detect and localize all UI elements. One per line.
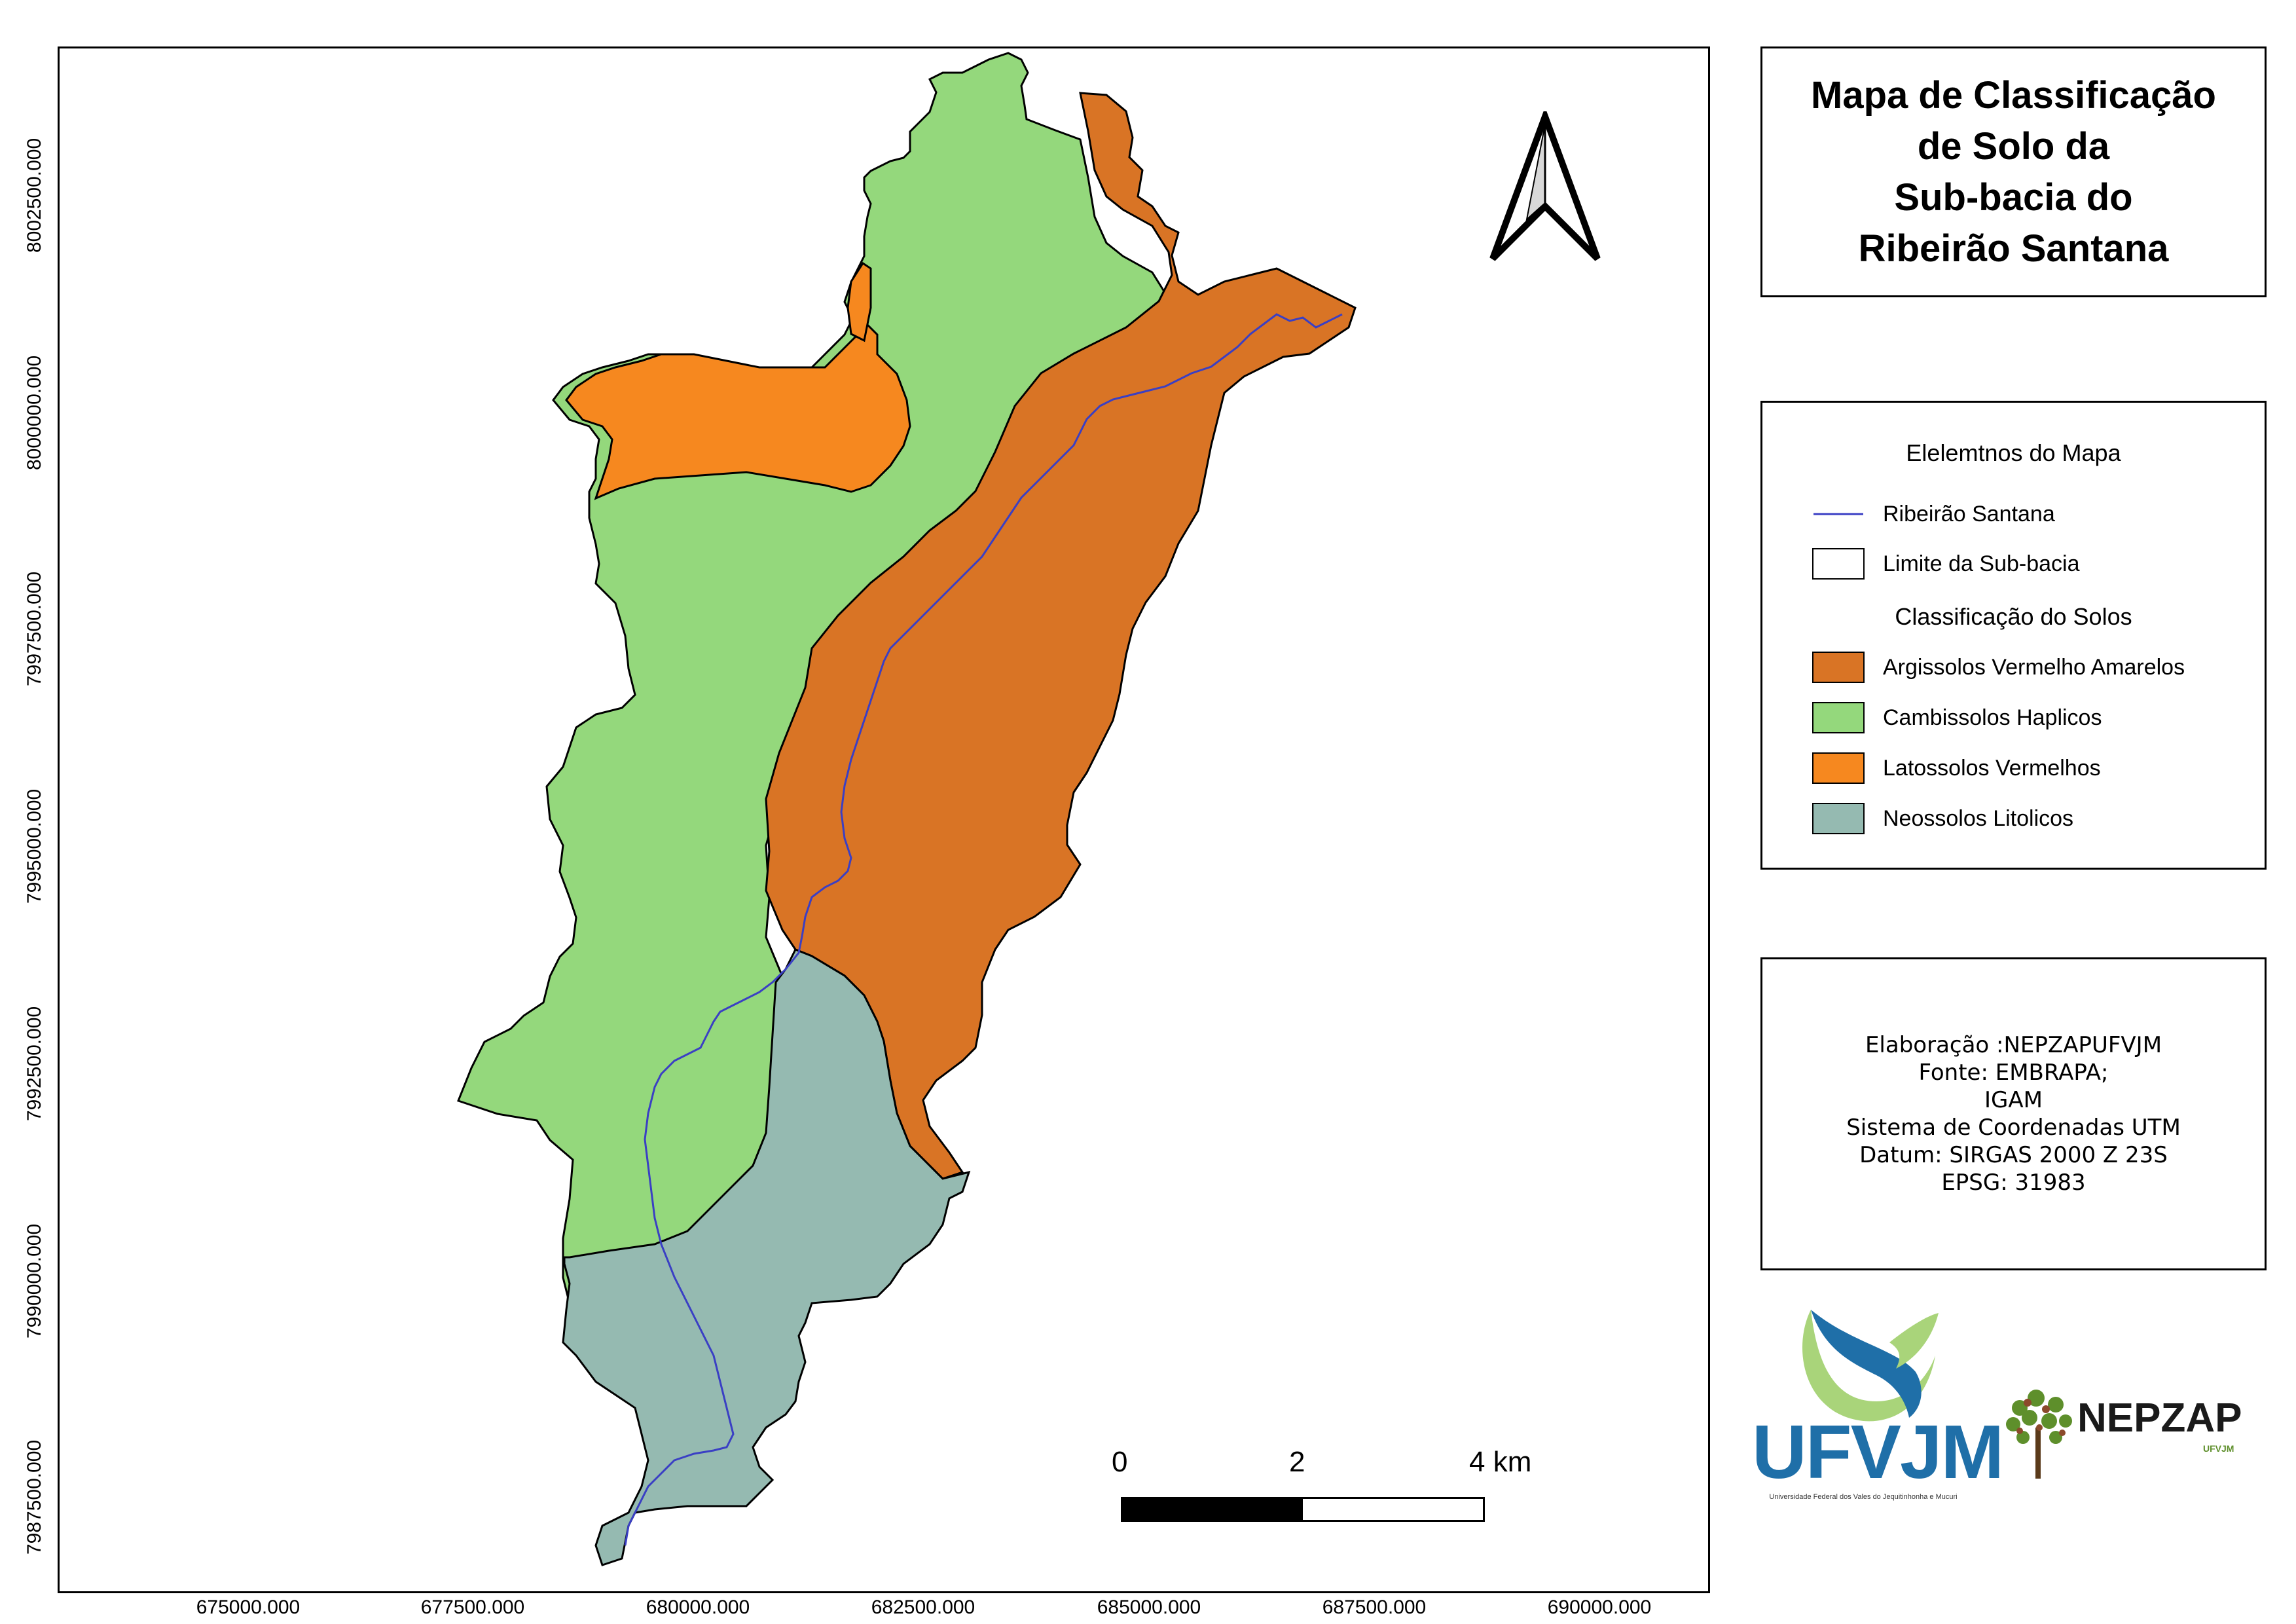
credits-line: Datum: SIRGAS 2000 Z 23S	[1859, 1142, 2168, 1168]
y-tick-label: 8000000.000	[24, 355, 45, 470]
river-line-swatch	[1813, 513, 1863, 515]
x-tick-label: 687500.000	[1322, 1596, 1427, 1618]
legend-label: Cambissolos Haplicos	[1883, 705, 2102, 730]
x-tick-label: 690000.000	[1547, 1596, 1652, 1618]
credits-line: Elaboração :NEPZAPUFVJM	[1865, 1032, 2162, 1058]
latossolos-polygon	[565, 320, 911, 500]
credits-line: EPSG: 31983	[1941, 1170, 2086, 1196]
legend-row-boundary: Limite da Sub-bacia	[1812, 548, 2080, 580]
scale-bar-black-segment	[1123, 1499, 1303, 1520]
tree-icon	[2006, 1390, 2072, 1479]
latossolos-strip-polygon	[847, 261, 872, 342]
legend-row-latossolos: Latossolos Vermelhos	[1812, 752, 2101, 784]
legend-label: Argissolos Vermelho Amarelos	[1883, 654, 2185, 680]
y-tick-label: 7992500.000	[24, 1006, 45, 1121]
argissolos-polygon	[765, 92, 1357, 1180]
legend-label: Latossolos Vermelhos	[1883, 755, 2101, 781]
scale-bar-white-segment	[1303, 1499, 1483, 1520]
y-tick-label: 7995000.000	[24, 788, 45, 904]
y-tick-label: 7997500.000	[24, 571, 45, 686]
scale-label-0: 0	[1112, 1446, 1128, 1478]
argissolos-swatch	[1812, 652, 1865, 683]
ufvjm-logo: UFVJM Universidade Federal dos Vales do …	[1752, 1303, 2004, 1513]
credits-text: Elaboração :NEPZAPUFVJM Fonte: EMBRAPA; …	[1846, 1031, 2181, 1196]
legend-row-argissolos: Argissolos Vermelho Amarelos	[1812, 652, 2185, 683]
x-tick-label: 675000.000	[196, 1596, 301, 1618]
x-tick-label: 682500.000	[871, 1596, 975, 1618]
soil-map	[457, 52, 1357, 1566]
scale-bar	[1121, 1497, 1485, 1522]
title-line: Ribeirão Santana	[1858, 227, 2169, 270]
y-tick-label: 8002500.000	[24, 138, 45, 253]
map-title: Mapa de Classificação de Solo da Sub-bac…	[1811, 70, 2216, 274]
map-frame[interactable]	[58, 46, 1710, 1593]
credits-box: Elaboração :NEPZAPUFVJM Fonte: EMBRAPA; …	[1760, 957, 2267, 1270]
credits-line: Sistema de Coordenadas UTM	[1846, 1115, 2181, 1141]
nepzap-name: NEPZAP	[2077, 1395, 2242, 1441]
ufvjm-subtitle: Universidade Federal dos Vales do Jequit…	[1769, 1493, 1958, 1501]
legend-row-river: Ribeirão Santana	[1812, 498, 2055, 530]
title-line: Mapa de Classificação	[1811, 73, 2216, 117]
scale-label-2: 2	[1289, 1446, 1305, 1478]
legend-row-neossolos: Neossolos Litolicos	[1812, 803, 2073, 834]
title-box: Mapa de Classificação de Solo da Sub-bac…	[1760, 46, 2267, 297]
cambissolos-swatch	[1812, 702, 1865, 733]
title-line: Sub-bacia do	[1894, 175, 2133, 219]
y-tick-label: 7987500.000	[24, 1439, 45, 1555]
latossolos-swatch	[1812, 752, 1865, 784]
x-tick-label: 677500.000	[420, 1596, 525, 1618]
legend-box: Elelemtnos do Mapa Ribeirão Santana Limi…	[1760, 401, 2267, 870]
credits-line: IGAM	[1984, 1087, 2043, 1113]
north-arrow-icon	[1489, 111, 1601, 261]
legend-heading: Elelemtnos do Mapa	[1906, 439, 2121, 466]
x-tick-label: 685000.000	[1097, 1596, 1201, 1618]
legend-label: Neossolos Litolicos	[1883, 805, 2074, 831]
ufvjm-emblem-icon	[1802, 1310, 1939, 1422]
ufvjm-name: UFVJM	[1752, 1409, 2004, 1494]
y-tick-label: 7990000.000	[24, 1223, 45, 1338]
credits-line: Fonte: EMBRAPA;	[1918, 1060, 2109, 1086]
nepzap-logo: NEPZAP UFVJM	[2000, 1382, 2262, 1480]
scale-label-4km: 4 km	[1469, 1446, 1532, 1478]
boundary-swatch	[1812, 548, 1865, 580]
x-tick-label: 680000.000	[646, 1596, 750, 1618]
neossolos-swatch	[1812, 803, 1865, 834]
legend-label: Limite da Sub-bacia	[1883, 551, 2080, 576]
ribeirao-santana-river	[624, 313, 1343, 1546]
title-line: de Solo da	[1917, 124, 2110, 168]
legend-label: Ribeirão Santana	[1883, 501, 2055, 526]
neossolos-polygon	[562, 948, 971, 1566]
legend-row-cambissolos: Cambissolos Haplicos	[1812, 702, 2102, 733]
legend-soils-heading: Classificação do Solos	[1895, 603, 2132, 630]
nepzap-subtitle: UFVJM	[2203, 1443, 2234, 1454]
